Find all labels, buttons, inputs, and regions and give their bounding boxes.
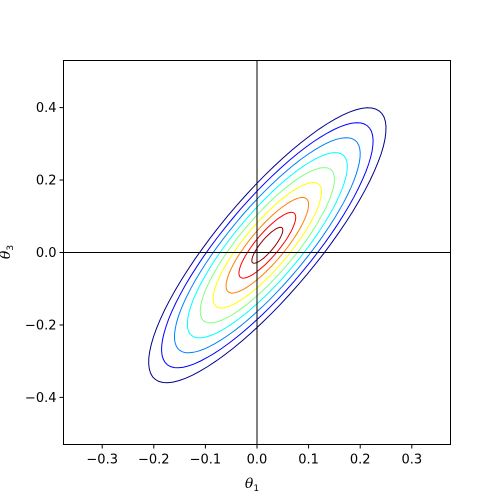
y-axis-ticks: −0.4 −0.2 0.0 0.2 0.4: [25, 101, 64, 406]
x-tick-label: −0.3: [86, 453, 118, 468]
x-tick-label: −0.1: [190, 453, 222, 468]
contour-level-5: [199, 167, 335, 324]
contour-lines: [148, 107, 387, 384]
x-tick-label: 0.2: [350, 453, 371, 468]
x-tick-label: 0.1: [298, 453, 319, 468]
y-tick-label: 0.0: [36, 246, 57, 261]
contour-level-9: [251, 226, 284, 264]
x-tick-label: 0.3: [401, 453, 422, 468]
contour-level-4: [186, 152, 348, 339]
contour-level-8: [238, 211, 297, 279]
contour-level-1: [148, 107, 387, 384]
y-tick-label: 0.4: [36, 101, 57, 116]
x-axis-ticks: −0.3 −0.2 −0.1 0.0 0.1 0.2 0.3: [86, 444, 422, 468]
contour-level-3: [173, 137, 361, 354]
y-tick-label: 0.2: [36, 174, 57, 189]
x-tick-label: −0.2: [138, 453, 170, 468]
contour-level-2: [161, 122, 374, 369]
y-axis-label: θ3: [0, 245, 16, 259]
x-axis-label: θ1: [245, 476, 259, 494]
y-tick-label: −0.2: [25, 318, 57, 333]
x-tick-label: 0.0: [247, 453, 268, 468]
reference-lines: [63, 60, 451, 445]
contour-level-6: [212, 181, 323, 309]
contour-level-7: [225, 196, 310, 294]
y-tick-label: −0.4: [25, 391, 57, 406]
